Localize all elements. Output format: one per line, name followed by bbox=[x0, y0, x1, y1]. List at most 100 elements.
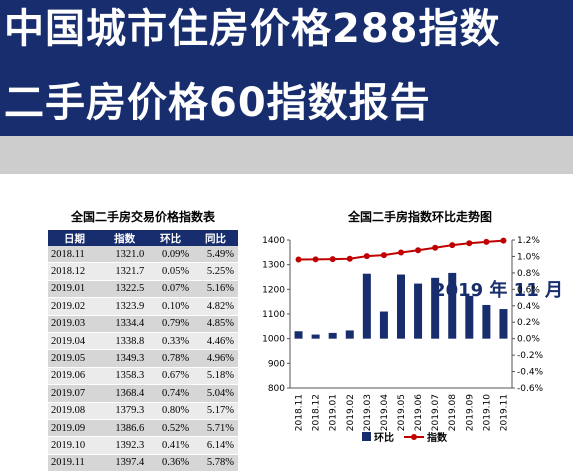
point-index bbox=[432, 244, 439, 251]
y-tick-label-right: -0.2% bbox=[517, 351, 544, 361]
cell-mom: 0.78% bbox=[148, 349, 194, 368]
cell-yoy: 4.46% bbox=[193, 332, 238, 351]
cell-date: 2018.12 bbox=[48, 262, 101, 281]
x-tick-label: 2019.11 bbox=[499, 394, 509, 431]
y-tick-label-right: 0.2% bbox=[517, 318, 540, 328]
cell-yoy: 5.16% bbox=[193, 280, 238, 299]
table-row: 2019.01 1322.5 0.07% 5.16% bbox=[48, 280, 238, 299]
y-tick-label-left: 900 bbox=[268, 359, 285, 369]
cell-yoy: 5.04% bbox=[193, 384, 238, 403]
x-tick-label: 2019.04 bbox=[380, 394, 390, 431]
cell-index: 1321.7 bbox=[101, 262, 149, 281]
x-tick-label: 2019.01 bbox=[329, 394, 339, 431]
x-tick-label: 2019.02 bbox=[346, 394, 356, 431]
y-tick-label-left: 1400 bbox=[262, 236, 285, 246]
cell-mom: 0.79% bbox=[148, 315, 194, 333]
cell-index: 1386.6 bbox=[101, 419, 149, 438]
cell-date: 2019.08 bbox=[48, 402, 101, 420]
y-tick-label-left: 1100 bbox=[262, 310, 285, 320]
point-index bbox=[329, 256, 336, 263]
point-index bbox=[363, 253, 370, 260]
table-row: 2019.07 1368.4 0.74% 5.04% bbox=[48, 384, 238, 403]
y-tick-label-right: 0.8% bbox=[517, 269, 540, 279]
cell-mom: 0.67% bbox=[148, 367, 194, 386]
table-row: 2019.06 1358.3 0.67% 5.18% bbox=[48, 367, 238, 386]
column-header-yoy: 同比 bbox=[193, 230, 238, 246]
legend-swatch-index-marker bbox=[411, 434, 417, 440]
column-header-mom: 环比 bbox=[148, 230, 194, 246]
bar-mom bbox=[362, 273, 371, 339]
table-row: 2018.11 1321.0 0.09% 5.49% bbox=[48, 246, 238, 264]
cell-mom: 0.05% bbox=[148, 262, 194, 281]
x-tick-label: 2019.03 bbox=[363, 394, 373, 431]
point-index bbox=[466, 240, 473, 247]
cell-yoy: 4.96% bbox=[193, 349, 238, 368]
y-tick-label-left: 800 bbox=[268, 384, 285, 394]
cell-index: 1338.8 bbox=[101, 332, 149, 351]
table-title: 全国二手房交易价格指数表 bbox=[70, 210, 215, 224]
x-tick-label: 2019.06 bbox=[414, 394, 424, 431]
cell-date: 2019.02 bbox=[48, 297, 101, 316]
x-tick-label: 2019.07 bbox=[431, 394, 441, 431]
point-index bbox=[295, 256, 302, 263]
cell-date: 2018.11 bbox=[48, 246, 101, 264]
x-tick-label: 2019.05 bbox=[397, 394, 407, 431]
x-tick-label: 2019.10 bbox=[482, 394, 492, 431]
cell-index: 1321.0 bbox=[101, 246, 149, 264]
point-index bbox=[500, 237, 507, 244]
bar-mom bbox=[328, 332, 337, 339]
cell-yoy: 5.71% bbox=[193, 419, 238, 438]
bar-mom bbox=[397, 274, 405, 339]
legend-label-index: 指数 bbox=[427, 431, 448, 444]
cell-yoy: 6.14% bbox=[193, 436, 238, 455]
cell-mom: 0.41% bbox=[148, 436, 194, 455]
table-row: 2018.12 1321.7 0.05% 5.25% bbox=[48, 262, 238, 281]
cell-date: 2019.06 bbox=[48, 367, 101, 386]
cell-index: 1334.4 bbox=[101, 315, 149, 333]
date-band: 2019 年 11 月 bbox=[0, 136, 573, 301]
bar-mom bbox=[448, 272, 457, 339]
y-tick-label-left: 1200 bbox=[262, 285, 285, 295]
report-title-line1: 中国城市住房价格288指数 bbox=[4, 6, 501, 52]
y-tick-label-right: 1.0% bbox=[517, 252, 540, 262]
cell-date: 2019.01 bbox=[48, 280, 101, 299]
table-row: 2019.03 1334.4 0.79% 4.85% bbox=[48, 315, 238, 333]
cell-mom: 0.33% bbox=[148, 332, 194, 351]
cell-yoy: 4.82% bbox=[193, 297, 238, 316]
bar-mom bbox=[379, 311, 388, 339]
legend-label-mom: 环比 bbox=[374, 431, 394, 444]
x-tick-label: 2018.12 bbox=[312, 394, 322, 431]
bar-mom bbox=[294, 331, 303, 339]
cell-mom: 0.52% bbox=[148, 419, 194, 438]
y-tick-label-right: 0.4% bbox=[517, 302, 540, 312]
table-row: 2019.09 1386.6 0.52% 5.71% bbox=[48, 419, 238, 438]
x-tick-label: 2019.08 bbox=[448, 394, 458, 431]
cell-index: 1322.5 bbox=[101, 280, 149, 299]
index-table: 日期 指数 环比 同比 2018.11 1321.0 0.09% 5.49% 2018.… bbox=[48, 230, 238, 472]
cell-yoy: 5.17% bbox=[193, 402, 238, 420]
cell-yoy: 5.49% bbox=[193, 246, 238, 264]
cell-index: 1368.4 bbox=[101, 384, 149, 403]
cell-date: 2019.10 bbox=[48, 436, 101, 455]
y-tick-label-right: 1.2% bbox=[517, 236, 540, 246]
bar-mom bbox=[311, 334, 320, 339]
cell-date: 2019.03 bbox=[48, 315, 101, 333]
point-index bbox=[449, 242, 456, 249]
cell-yoy: 4.85% bbox=[193, 315, 238, 333]
table-row: 2019.10 1392.3 0.41% 6.14% bbox=[48, 436, 238, 455]
column-header-index: 指数 bbox=[101, 230, 149, 246]
bar-mom bbox=[431, 277, 440, 339]
cell-mom: 0.10% bbox=[148, 297, 194, 316]
cell-date: 2019.07 bbox=[48, 384, 101, 403]
y-tick-label-right: 0.6% bbox=[517, 285, 540, 295]
report-title-line2: 二手房价格60指数报告 bbox=[4, 80, 431, 126]
cell-index: 1349.3 bbox=[101, 349, 149, 368]
point-index bbox=[312, 256, 319, 263]
table-header-row: 日期 指数 环比 同比 bbox=[48, 230, 238, 246]
cell-index: 1358.3 bbox=[101, 367, 149, 386]
cell-mom: 0.07% bbox=[148, 280, 194, 299]
point-index bbox=[483, 238, 490, 245]
cell-index: 1379.3 bbox=[101, 402, 149, 420]
column-header-date: 日期 bbox=[48, 230, 101, 246]
x-tick-label: 2018.11 bbox=[295, 394, 305, 431]
